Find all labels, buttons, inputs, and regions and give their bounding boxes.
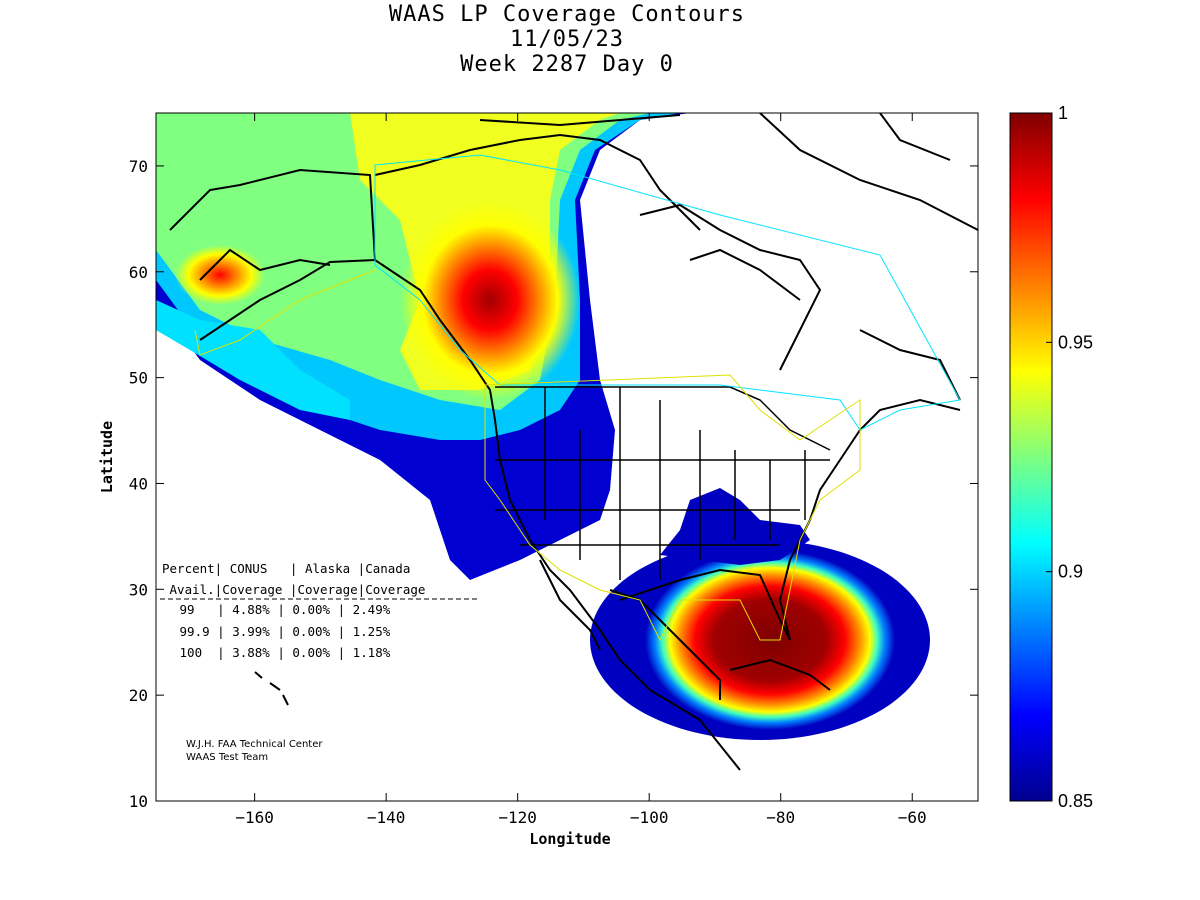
stats-header-2: Avail.|Coverage |Coverage|Coverage: [162, 582, 425, 597]
x-tick-label: −140: [367, 808, 406, 827]
y-tick-label: 40: [129, 474, 148, 493]
x-tick-label: −120: [498, 808, 537, 827]
coast-hawaii: [254, 671, 289, 706]
coast-east: [778, 329, 961, 641]
y-tick-label: 60: [129, 263, 148, 282]
plot-frame: [155, 112, 979, 802]
y-tick-label: 70: [129, 157, 148, 176]
colorbar-tick-label: 0.9: [1058, 562, 1083, 582]
x-axis: −160 −140 −120 −100 −80 −60: [235, 113, 927, 827]
x-tick-label: −60: [898, 808, 927, 827]
credit-line-1: W.J.H. FAA Technical Center: [186, 739, 323, 750]
coast-cuba: [729, 658, 831, 691]
colorbar: [1009, 112, 1053, 802]
y-tick-label: 10: [129, 792, 148, 811]
colorbar-tick-label: 0.95: [1058, 332, 1093, 352]
boundary-conus: [484, 374, 861, 642]
contour-pacific-cyan: [156, 300, 350, 420]
y-axis: 10 20 30 40 50 60 70: [129, 157, 978, 811]
stats-row-99: 99 | 4.88% | 0.00% | 2.49%: [172, 602, 391, 617]
contour-bc-core: [400, 200, 580, 400]
credit-line-2: WAAS Test Team: [186, 752, 268, 763]
colorbar-ticks: 1 0.95 0.9 0.85: [1046, 103, 1093, 811]
x-tick-label: −100: [630, 808, 669, 827]
y-tick-label: 20: [129, 686, 148, 705]
coverage-stats-table: Percent| CONUS | Alaska |Canada Avail.|C…: [160, 561, 478, 660]
x-tick-label: −160: [235, 808, 274, 827]
coast-greenland: [759, 113, 978, 231]
coastlines: [169, 113, 978, 771]
colorbar-tick-label: 0.85: [1058, 791, 1093, 811]
coast-baja: [539, 559, 601, 651]
coast-west: [374, 259, 741, 771]
y-tick-label: 50: [129, 369, 148, 388]
stats-row-100: 100 | 3.88% | 0.00% | 1.18%: [172, 645, 391, 660]
x-axis-label: Longitude: [529, 830, 610, 848]
coast-canada-north: [374, 114, 701, 231]
coast-hudson: [639, 203, 822, 371]
y-axis-label: Latitude: [98, 421, 116, 493]
boundary-alaska: [194, 269, 376, 356]
stats-row-99-9: 99.9 | 3.99% | 0.00% | 1.25%: [172, 624, 391, 639]
coverage-contours: [156, 113, 930, 740]
title-line-2: 11/05/23: [510, 27, 624, 52]
y-tick-label: 30: [129, 580, 148, 599]
colorbar-tick-label: 1: [1058, 103, 1068, 123]
title-line-3: Week 2287 Day 0: [460, 52, 674, 77]
title-line-1: WAAS LP Coverage Contours: [388, 2, 746, 27]
contour-alaska-core: [175, 245, 265, 305]
stats-header-1: Percent| CONUS | Alaska |Canada: [162, 561, 410, 576]
x-tick-label: −80: [766, 808, 795, 827]
us-state-borders: [495, 386, 831, 580]
